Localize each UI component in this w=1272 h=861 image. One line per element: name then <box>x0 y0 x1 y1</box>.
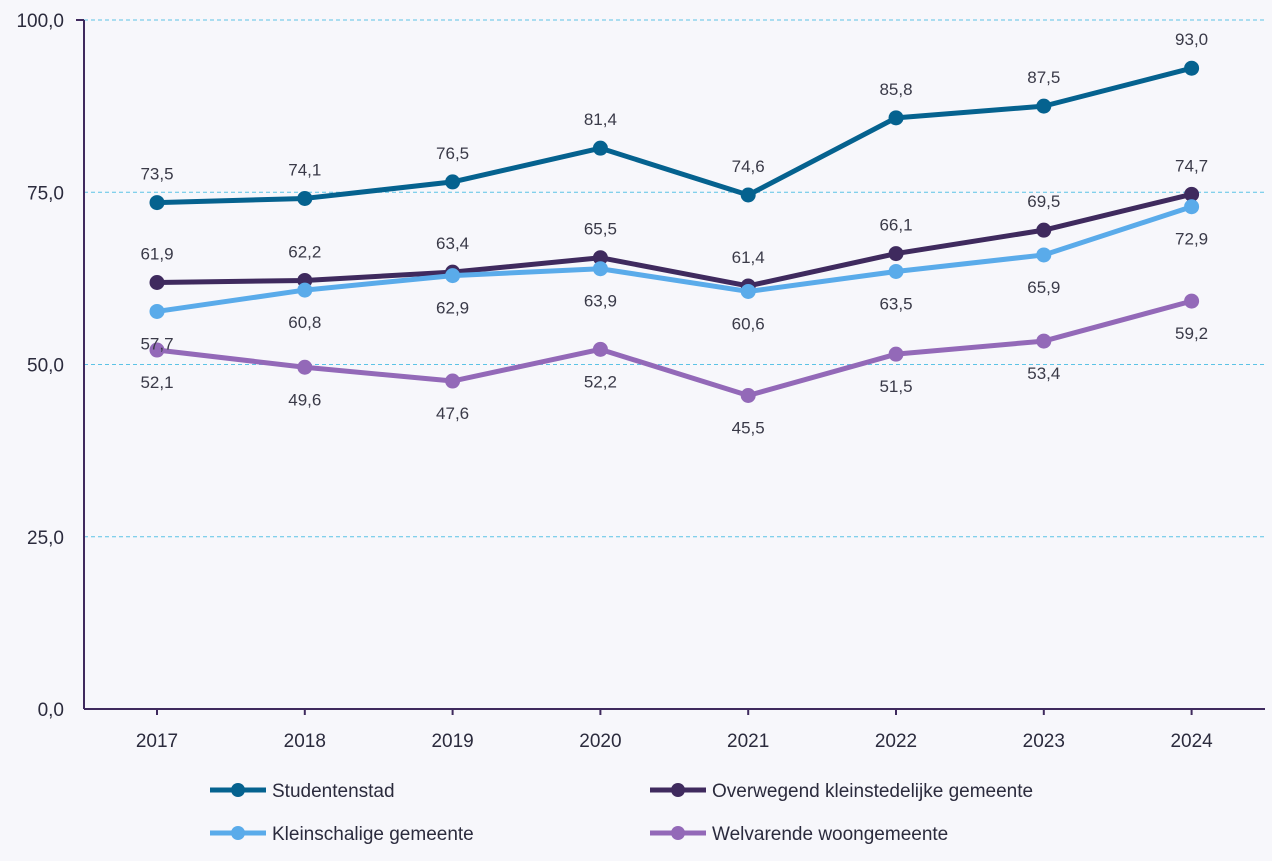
y-tick-label: 0,0 <box>38 700 64 721</box>
series-line-overwegend <box>154 191 1195 289</box>
data-label-studentenstad: 93,0 <box>1175 30 1208 49</box>
data-label-studentenstad: 87,5 <box>1027 68 1060 87</box>
data-label-kleinschalig: 57,7 <box>140 334 173 353</box>
data-label-welvarend: 45,5 <box>732 419 765 438</box>
legend-label-studentenstad: Studentenstad <box>272 781 395 802</box>
data-point-kleinschalig <box>445 268 461 284</box>
data-label-overwegend: 66,1 <box>879 216 912 235</box>
data-label-welvarend: 52,1 <box>140 373 173 392</box>
data-point-kleinschalig <box>888 263 904 279</box>
data-point-kleinschalig <box>297 282 313 298</box>
data-point-overwegend <box>888 246 904 262</box>
data-label-kleinschalig: 65,9 <box>1027 278 1060 297</box>
legend-marker-overwegend <box>671 783 685 797</box>
data-label-overwegend: 65,5 <box>584 220 617 239</box>
data-point-welvarend <box>740 388 756 404</box>
series-lines <box>149 60 1200 404</box>
data-point-kleinschalig <box>1036 247 1052 263</box>
data-label-kleinschalig: 60,8 <box>288 313 321 332</box>
data-label-studentenstad: 74,6 <box>732 157 765 176</box>
data-point-welvarend <box>888 346 904 362</box>
data-point-studentenstad <box>592 140 608 156</box>
data-label-kleinschalig: 62,9 <box>436 299 469 318</box>
data-point-kleinschalig <box>1184 199 1200 215</box>
data-label-studentenstad: 76,5 <box>436 144 469 163</box>
legend: Studentenstad Overwegend kleinstedelijke … <box>210 781 1033 845</box>
data-label-kleinschalig: 63,5 <box>879 294 912 313</box>
data-point-welvarend <box>149 342 165 358</box>
data-label-welvarend: 53,4 <box>1027 364 1060 383</box>
axes: 0,0 25,0 50,0 75,0 100,0 2017 2018 2019 2020 2021… <box>16 11 1265 752</box>
legend-marker-kleinschalig <box>231 826 245 840</box>
data-point-kleinschalig <box>740 283 756 299</box>
data-label-overwegend: 74,7 <box>1175 156 1208 175</box>
series-line-studentenstad <box>154 65 1195 206</box>
data-label-studentenstad: 81,4 <box>584 110 617 129</box>
data-label-overwegend: 63,4 <box>436 234 469 253</box>
legend-marker-welvarend <box>671 826 685 840</box>
data-point-studentenstad <box>149 195 165 211</box>
data-label-studentenstad: 73,5 <box>140 165 173 184</box>
x-tick-label: 2020 <box>579 731 621 752</box>
data-label-overwegend: 69,5 <box>1027 192 1060 211</box>
legend-label-welvarend: Welvarende woongemeente <box>712 824 948 845</box>
y-tick-label: 50,0 <box>27 356 64 377</box>
x-tick-label: 2019 <box>431 731 473 752</box>
data-point-studentenstad <box>740 187 756 203</box>
data-point-overwegend <box>592 250 608 266</box>
data-label-welvarend: 51,5 <box>879 377 912 396</box>
data-point-overwegend <box>149 275 165 291</box>
data-point-welvarend <box>297 359 313 375</box>
x-tick-label: 2022 <box>875 731 917 752</box>
series-line-welvarend <box>154 298 1195 399</box>
data-point-kleinschalig <box>592 261 608 277</box>
data-label-overwegend: 62,2 <box>288 242 321 261</box>
data-label-studentenstad: 74,1 <box>288 160 321 179</box>
data-label-welvarend: 49,6 <box>288 390 321 409</box>
data-point-studentenstad <box>297 190 313 206</box>
data-label-welvarend: 52,2 <box>584 372 617 391</box>
data-label-welvarend: 59,2 <box>1175 324 1208 343</box>
data-point-welvarend <box>445 373 461 389</box>
data-point-welvarend <box>1036 333 1052 349</box>
data-point-studentenstad <box>445 174 461 190</box>
data-label-kleinschalig: 72,9 <box>1175 230 1208 249</box>
data-label-studentenstad: 85,8 <box>879 80 912 99</box>
data-point-studentenstad <box>1184 60 1200 76</box>
y-tick-label: 100,0 <box>16 11 64 32</box>
legend-label-overwegend: Overwegend kleinstedelijke gemeente <box>712 781 1033 802</box>
data-label-overwegend: 61,4 <box>732 248 765 267</box>
x-tick-label: 2017 <box>136 731 178 752</box>
y-tick-label: 25,0 <box>27 528 64 549</box>
legend-label-kleinschalig: Kleinschalige gemeente <box>272 824 474 845</box>
data-point-welvarend <box>1184 293 1200 309</box>
data-label-kleinschalig: 63,9 <box>584 292 617 311</box>
data-label-welvarend: 47,6 <box>436 404 469 423</box>
data-labels: 73,5 74,1 76,5 81,4 74,6 85,8 87,5 93,0 61,9 62,2… <box>140 30 1208 437</box>
data-label-kleinschalig: 60,6 <box>732 314 765 333</box>
x-tick-label: 2021 <box>727 731 769 752</box>
legend-marker-studentenstad <box>231 783 245 797</box>
data-label-overwegend: 61,9 <box>140 245 173 264</box>
data-point-studentenstad <box>888 110 904 126</box>
x-tick-label: 2024 <box>1170 731 1213 752</box>
data-point-overwegend <box>1036 222 1052 238</box>
data-point-studentenstad <box>1036 98 1052 114</box>
x-tick-label: 2023 <box>1023 731 1065 752</box>
data-point-kleinschalig <box>149 303 165 319</box>
y-tick-label: 75,0 <box>27 183 64 204</box>
data-point-overwegend <box>1184 186 1200 202</box>
series-line-kleinschalig <box>154 204 1195 314</box>
data-point-welvarend <box>592 341 608 357</box>
x-tick-label: 2018 <box>284 731 326 752</box>
